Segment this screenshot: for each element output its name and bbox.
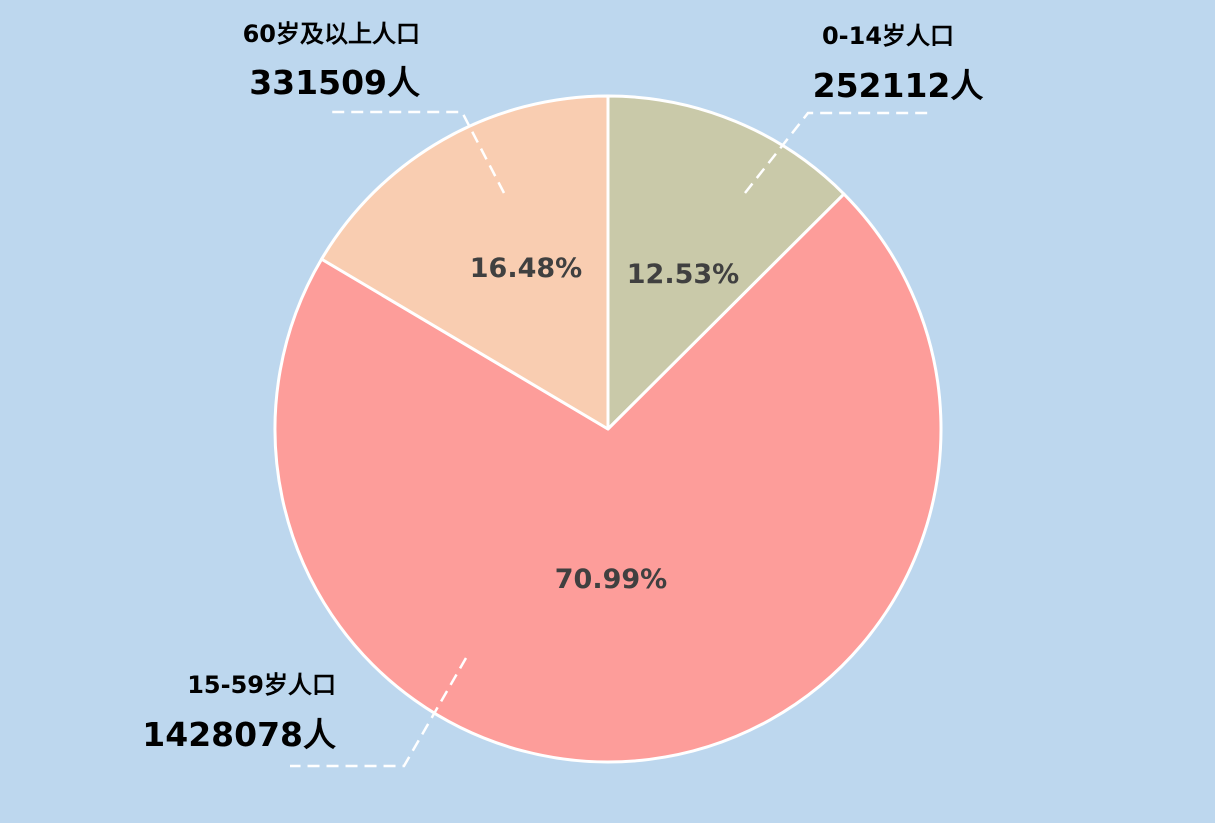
- value-label-15-59: 1428078人: [142, 715, 336, 754]
- pie-slices: [273, 94, 943, 764]
- value-label-60-plus: 331509人: [249, 63, 420, 102]
- slice-percent-label-15-59: 70.99%: [555, 564, 667, 595]
- leader-line-60-plus: [330, 110, 506, 194]
- pie-slice-15-59: [273, 192, 943, 764]
- value-label-0-14: 252112人: [813, 66, 984, 105]
- category-label-15-59: 15-59岁人口: [187, 671, 336, 699]
- pie-slice-0-14: [606, 94, 846, 431]
- pie-slice-60-plus: [320, 94, 610, 431]
- leader-line-15-59: [290, 657, 468, 768]
- slice-percent-label-60-plus: 16.48%: [470, 253, 582, 284]
- leader-line-0-14: [744, 111, 928, 194]
- slice-percent-label-0-14: 12.53%: [627, 259, 739, 290]
- category-label-60-plus: 60岁及以上人口: [243, 20, 420, 48]
- leader-lines: [290, 110, 928, 768]
- category-label-0-14: 0-14岁人口: [822, 22, 954, 50]
